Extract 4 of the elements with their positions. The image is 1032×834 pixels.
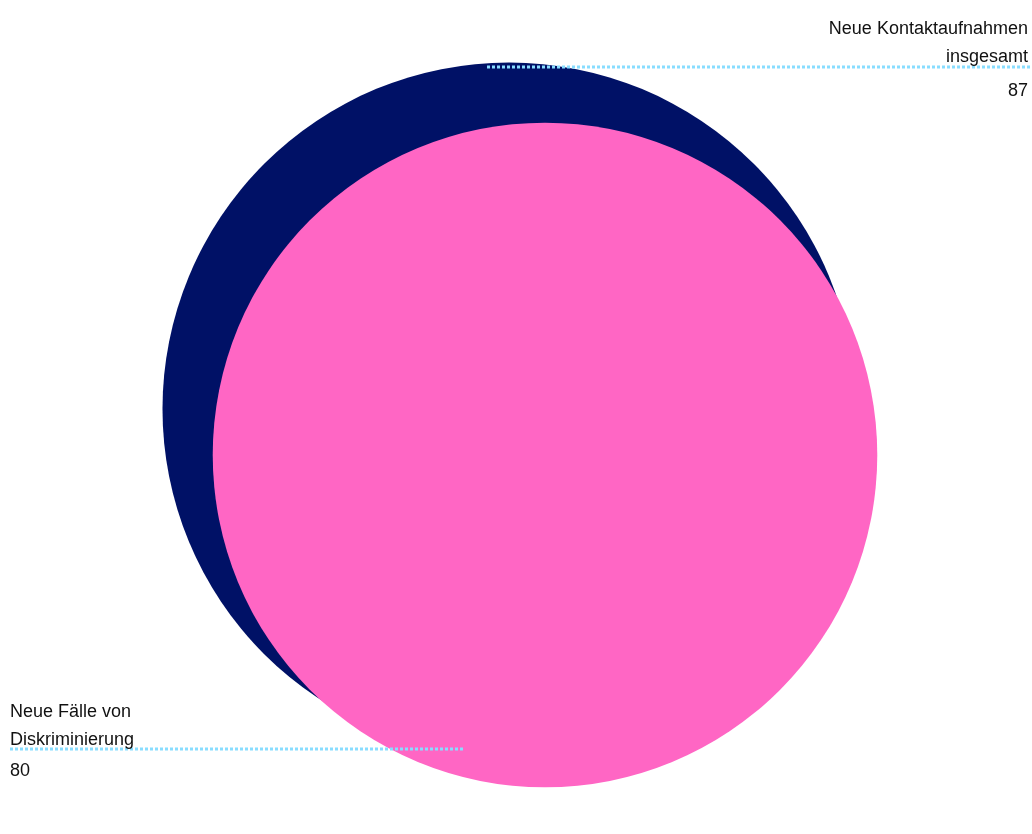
- data-label: 80: [10, 760, 31, 780]
- category-label: Neue Fälle von Diskriminierung: [10, 701, 135, 749]
- category-label: Neue Kontaktaufnahmen insgesamt: [828, 18, 1028, 66]
- data-label: 87: [1007, 80, 1028, 100]
